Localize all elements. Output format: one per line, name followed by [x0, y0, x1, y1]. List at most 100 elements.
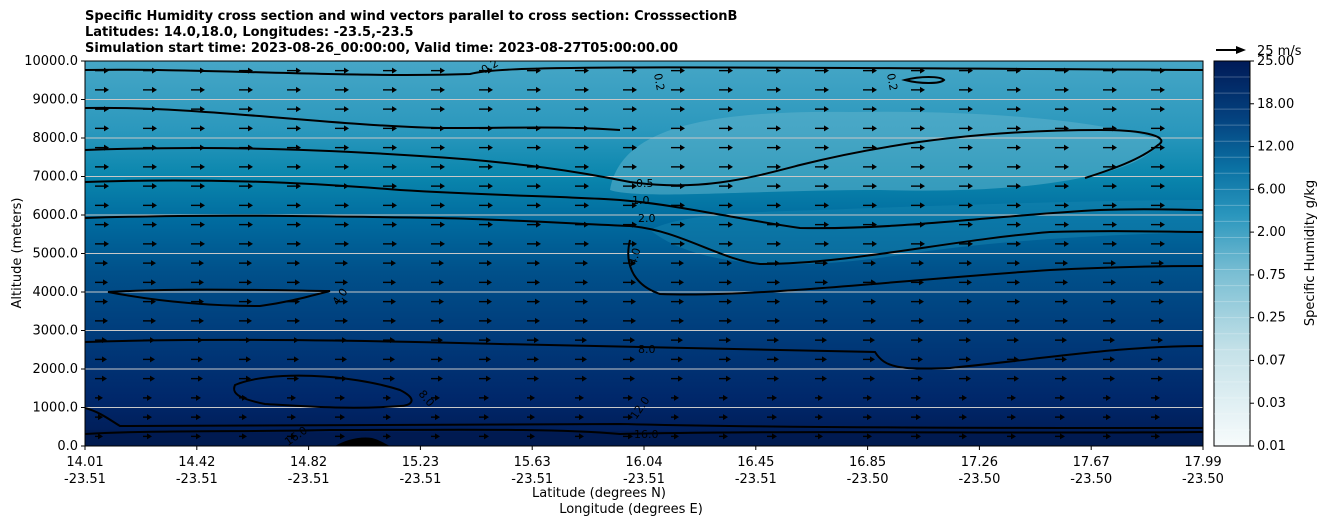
wind-vector [1007, 260, 1020, 267]
wind-vector [95, 221, 109, 228]
wind-vector [767, 125, 781, 132]
wind-vector [95, 183, 109, 190]
wind-vector [335, 144, 349, 151]
wind-vector [959, 260, 972, 267]
wind-vector [911, 106, 925, 113]
colorbar-label: Specific Humidity g/kg [1303, 180, 1318, 326]
wind-vector [911, 125, 925, 132]
wind-vector [143, 86, 157, 93]
x-tick-label-lon: -23.51 [511, 472, 553, 487]
contour-line-4.0-loop [107, 288, 331, 308]
wind-vector [767, 183, 781, 190]
wind-vector [623, 356, 635, 363]
wind-vector [623, 394, 633, 401]
contour-line-0.2-top [85, 66, 1203, 76]
wind-vector [191, 394, 201, 401]
wind-vector [911, 240, 925, 247]
wind-vector [623, 67, 637, 74]
colorbar-tick-label: 0.07 [1257, 353, 1286, 368]
wind-vector [383, 414, 391, 421]
wind-vector [239, 106, 253, 113]
wind-vector [815, 356, 827, 363]
wind-vector [143, 394, 152, 401]
wind-vector [671, 125, 685, 132]
wind-vectors [95, 67, 1165, 440]
wind-vector [1055, 183, 1069, 190]
wind-vector [863, 298, 876, 305]
wind-vector [959, 279, 972, 286]
x-tick-label-lon: -23.50 [847, 472, 889, 487]
wind-vector [815, 221, 829, 228]
wind-vector [1151, 279, 1164, 286]
wind-vector [1055, 279, 1068, 286]
wind-vector [383, 67, 397, 74]
quiver-key-arrow-head [1236, 46, 1246, 54]
wind-vector [335, 221, 349, 228]
wind-vector [335, 125, 349, 132]
wind-vector [959, 414, 967, 421]
wind-vector [767, 433, 777, 440]
wind-vector [1103, 106, 1117, 113]
x-tick-label-lat: 15.63 [514, 455, 551, 470]
wind-vector [335, 106, 349, 113]
wind-vector [767, 67, 781, 74]
wind-vector [575, 202, 589, 209]
wind-vector [431, 221, 445, 228]
wind-vector [143, 202, 157, 209]
wind-vector [239, 221, 253, 228]
wind-vector [815, 260, 828, 267]
wind-vector [1007, 144, 1021, 151]
wind-vector [911, 86, 925, 93]
y-tick-label: 10000.0 [24, 54, 78, 69]
wind-vector [527, 240, 541, 247]
wind-vector [287, 106, 301, 113]
wind-vector [143, 414, 152, 421]
wind-vector [719, 67, 733, 74]
wind-vector [239, 279, 252, 286]
wind-vector [479, 279, 492, 286]
x-tick-label-lon: -23.51 [288, 472, 330, 487]
wind-vector [287, 433, 296, 440]
wind-vector [623, 433, 633, 440]
x-tick-label-lon: -23.51 [64, 472, 106, 487]
y-tick-label: 6000.0 [33, 208, 79, 223]
wind-vector [959, 106, 973, 113]
colorbar [1213, 60, 1251, 447]
wind-vector [287, 375, 299, 382]
wind-vector [671, 202, 685, 209]
wind-vector [815, 86, 829, 93]
wind-vector [863, 375, 875, 382]
wind-vector [1007, 298, 1020, 305]
wind-vector [1151, 356, 1163, 363]
wind-vector [479, 356, 491, 363]
contour-label-4.0-right: 4.0 [626, 247, 643, 267]
wind-vector [911, 202, 925, 209]
wind-vector [383, 240, 397, 247]
wind-vector [239, 356, 251, 363]
wind-vector [911, 163, 925, 170]
wind-vector [815, 298, 828, 305]
wind-vector [1055, 202, 1069, 209]
wind-vector [719, 375, 731, 382]
wind-vector [527, 260, 540, 267]
wind-vector [1007, 337, 1019, 344]
wind-vector [479, 337, 491, 344]
wind-vector [1055, 298, 1068, 305]
wind-vector [767, 240, 781, 247]
wind-vector [287, 67, 301, 74]
wind-vector [335, 240, 349, 247]
x-tick-label-lat: 17.26 [961, 455, 998, 470]
y-tick-label: 3000.0 [33, 324, 79, 339]
wind-vector [431, 163, 445, 170]
wind-vector [479, 86, 493, 93]
colorbar-tick-label: 25.00 [1257, 54, 1294, 69]
wind-vector [767, 317, 780, 324]
wind-vector [1103, 221, 1117, 228]
wind-vector [1055, 433, 1065, 440]
wind-vector [191, 125, 205, 132]
wind-vector [1055, 375, 1067, 382]
wind-vector [1007, 125, 1021, 132]
wind-vector [335, 317, 348, 324]
contour-line-12.0 [85, 407, 1203, 429]
wind-vector [383, 375, 395, 382]
